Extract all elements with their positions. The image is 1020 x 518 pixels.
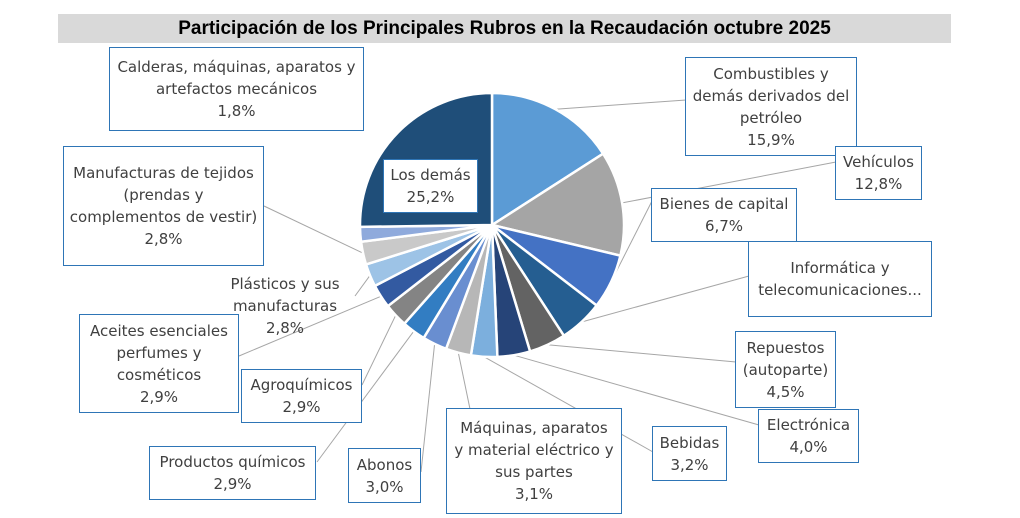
slice-name-bienes-de-capital: Bienes de capital	[659, 195, 789, 213]
leader-line-3	[581, 275, 750, 323]
data-label-vehiculos: Vehículos 12,8%	[835, 146, 922, 200]
slice-value-los-demas: 25,2%	[406, 188, 455, 206]
slice-name-combustibles: Combustibles y demás derivados del petró…	[692, 64, 850, 127]
data-label-aceites: Aceites esenciales perfumes y cosméticos…	[79, 314, 239, 413]
data-label-productos-quimicos: Productos químicos 2,9%	[149, 446, 316, 500]
slice-name-repuestos: Repuestos (autoparte)	[742, 338, 829, 379]
data-label-manufacturas-tejidos: Manufacturas de tejidos (prendas y compl…	[63, 146, 264, 266]
data-label-calderas: Calderas, máquinas, aparatos y artefacto…	[109, 47, 364, 131]
pie-slice-1	[488, 151, 626, 258]
data-label-maquinas-electrico: Máquinas, aparatos y material eléctrico …	[446, 408, 622, 514]
leader-line-4	[547, 344, 737, 363]
data-label-bebidas: Bebidas 3,2%	[652, 426, 727, 481]
slice-name-bebidas: Bebidas	[659, 433, 720, 452]
leader-line-8	[420, 343, 436, 473]
leader-line-13	[263, 205, 364, 254]
data-label-informatica: Informática y telecomunicaciones...	[748, 241, 932, 317]
slice-name-agroquimicos: Agroquímicos	[250, 376, 353, 394]
data-label-repuestos: Repuestos (autoparte) 4,5%	[735, 331, 836, 408]
slice-value-maquinas-electrico: 3,1%	[514, 485, 554, 503]
slice-value-calderas: 1,8%	[217, 102, 256, 120]
leader-line-12	[354, 275, 371, 297]
leader-line-0	[555, 99, 687, 110]
pie-slice-0	[490, 91, 605, 228]
slice-value-vehiculos: 12,8%	[854, 175, 903, 193]
slice-value-electronica: 4,0%	[789, 438, 828, 456]
slice-value-combustibles: 15,9%	[747, 130, 795, 149]
slice-name-informatica: Informática y telecomunicaciones...	[758, 259, 922, 299]
chart-title: Participación de los Principales Rubros …	[178, 18, 831, 39]
slice-name-calderas: Calderas, máquinas, aparatos y artefacto…	[117, 58, 356, 98]
leader-line-10	[361, 315, 397, 386]
chart-title-bar: Participación de los Principales Rubros …	[58, 14, 951, 43]
slice-value-productos-quimicos: 2,9%	[213, 475, 252, 493]
slice-name-electronica: Electrónica	[766, 416, 851, 434]
leader-line-11	[238, 295, 382, 357]
data-label-plasticos: Plásticos y sus manufacturas 2,8%	[215, 273, 355, 343]
slice-name-manufacturas-tejidos: Manufacturas de tejidos (prendas y compl…	[69, 164, 258, 226]
slice-name-abonos: Abonos	[356, 455, 413, 474]
slice-value-manufacturas-tejidos: 2,8%	[144, 230, 183, 248]
slice-value-bienes-de-capital: 6,7%	[704, 217, 744, 235]
data-label-abonos: Abonos 3,0%	[348, 448, 421, 503]
slice-name-aceites: Aceites esenciales perfumes y cosméticos	[90, 321, 228, 384]
data-label-combustibles: Combustibles y demás derivados del petró…	[685, 57, 857, 156]
leader-line-9	[316, 331, 415, 463]
data-label-los-demas: Los demás 25,2%	[383, 159, 478, 213]
slice-value-bebidas: 3,2%	[670, 455, 709, 474]
slice-value-abonos: 3,0%	[365, 477, 404, 496]
data-label-agroquimicos: Agroquímicos 2,9%	[241, 369, 362, 423]
slice-name-vehiculos: Vehículos	[843, 153, 914, 171]
slice-name-productos-quimicos: Productos químicos	[159, 453, 306, 471]
leader-line-5	[513, 354, 760, 426]
slice-name-plasticos: Plásticos y sus manufacturas	[230, 275, 340, 315]
slice-value-agroquimicos: 2,9%	[282, 398, 321, 416]
slice-name-maquinas-electrico: Máquinas, aparatos y material eléctrico …	[454, 419, 614, 481]
slice-name-los-demas: Los demás	[390, 166, 471, 184]
leader-line-6	[483, 356, 654, 453]
data-label-bienes-de-capital: Bienes de capital 6,7%	[651, 188, 797, 242]
slice-value-repuestos: 4,5%	[766, 382, 805, 401]
data-label-electronica: Electrónica 4,0%	[758, 409, 859, 463]
leader-line-7	[457, 352, 471, 410]
slice-value-plasticos: 2,8%	[265, 319, 305, 337]
slice-value-aceites: 2,9%	[139, 387, 179, 406]
